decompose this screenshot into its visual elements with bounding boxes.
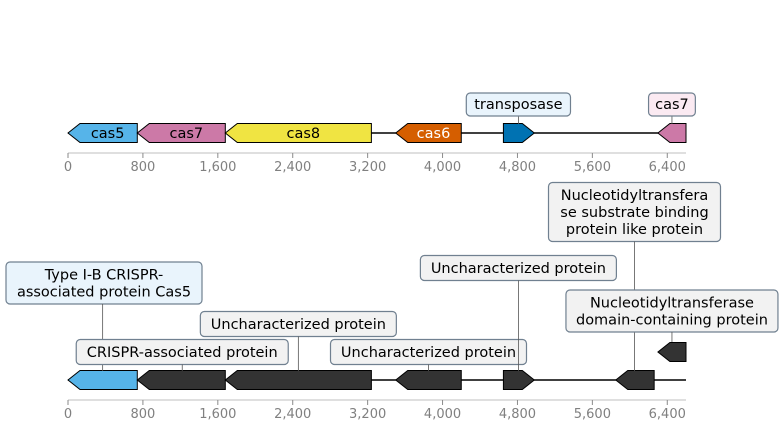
gene-transposase-gene xyxy=(502,123,536,143)
tick-label: 6,400 xyxy=(649,407,686,422)
callout-nucleotidyltransferase-binding-text: protein like protein xyxy=(566,222,703,238)
callout-text-transposase: transposase xyxy=(474,97,562,113)
callout-nucleotidyltransferase-domain-text: domain-containing protein xyxy=(576,312,768,328)
callout-cas5-protein-box xyxy=(5,261,203,305)
tick-label: 5,600 xyxy=(574,160,611,175)
callout-cas5-protein-text: Type I-B CRISPR- xyxy=(44,267,164,283)
gene-label-cas8: cas8 xyxy=(287,126,321,142)
callout-crispr-protein-text: CRISPR-associated protein xyxy=(87,345,278,361)
gene-g3 xyxy=(224,370,372,390)
tick-label: 3,200 xyxy=(349,160,386,175)
gene-cas7-partial xyxy=(657,123,687,143)
tick-label: 1,600 xyxy=(199,407,236,422)
gene-g4 xyxy=(394,370,462,390)
bottom-gene-track: Type I-B CRISPR-associated protein Cas5 C… xyxy=(5,181,779,422)
tick-label: 800 xyxy=(130,407,155,422)
gene-cas6 xyxy=(394,123,462,143)
tick-label: 4,000 xyxy=(424,407,461,422)
tick-label: 3,200 xyxy=(349,407,386,422)
gene-label-cas6: cas6 xyxy=(417,126,451,142)
tick-label: 4,800 xyxy=(499,160,536,175)
tick-label: 2,400 xyxy=(274,407,311,422)
callout-nucleotidyltransferase-domain-text: Nucleotidyltransferase xyxy=(590,295,754,311)
gene-g2 xyxy=(136,370,226,390)
gene-label-cas7: cas7 xyxy=(169,126,203,142)
callout-box-transposase xyxy=(465,92,572,117)
tick-label: 2,400 xyxy=(274,160,311,175)
callout-box-cas7-label xyxy=(647,92,696,117)
gene-g7 xyxy=(657,342,687,362)
tick-label: 4,000 xyxy=(424,160,461,175)
callout-cas5-protein-text: associated protein Cas5 xyxy=(17,284,191,300)
tick-label: 0 xyxy=(64,160,72,175)
callout-text-cas7-label: cas7 xyxy=(655,97,689,113)
tick-label: 800 xyxy=(130,160,155,175)
top-gene-track: cas5 cas7 cas8 cas6 transposase cas7 0 800 1,600… xyxy=(64,92,696,175)
gene-g6 xyxy=(614,370,655,390)
tick-label: 1,600 xyxy=(199,160,236,175)
tick-label: 4,800 xyxy=(499,407,536,422)
callout-uncharacterized-2-text: Uncharacterized protein xyxy=(341,345,516,361)
tick-label: 6,400 xyxy=(649,160,686,175)
callout-nucleotidyltransferase-binding-text: Nucleotidyltransfera xyxy=(561,188,709,204)
gene-g5 xyxy=(502,370,536,390)
callout-uncharacterized-3-text: Uncharacterized protein xyxy=(431,261,606,277)
tick-label: 5,600 xyxy=(574,407,611,422)
tick-label: 0 xyxy=(64,407,72,422)
gene-cas8 xyxy=(224,123,372,143)
callout-uncharacterized-1-text: Uncharacterized protein xyxy=(211,317,386,333)
gene-label-cas5: cas5 xyxy=(91,126,125,142)
gene-g1 xyxy=(67,370,138,390)
callout-nucleotidyltransferase-binding-text: se substrate binding xyxy=(560,205,708,221)
